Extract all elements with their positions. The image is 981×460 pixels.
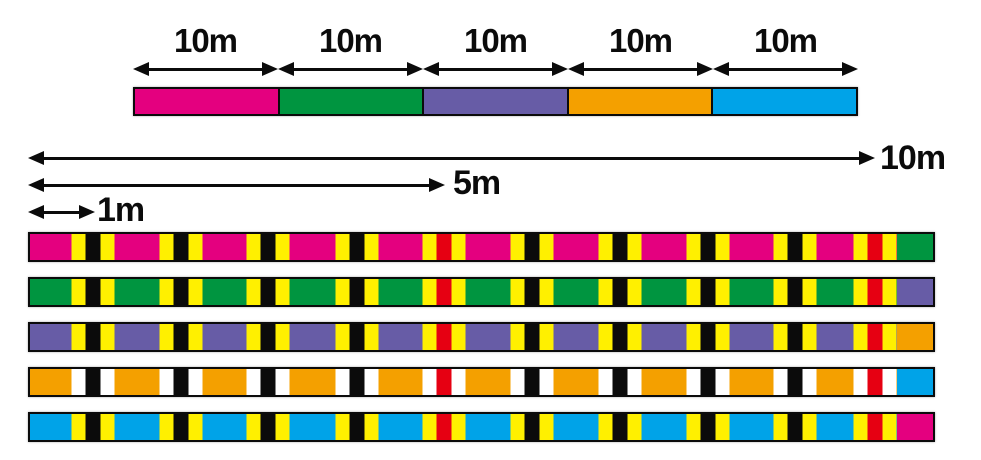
dimension-arrow-icon: [568, 62, 713, 76]
legend-section-5: 10m: [713, 22, 858, 76]
legend-segment-4: [566, 89, 712, 114]
dimension-arrow-icon: [713, 62, 858, 76]
marked-line-bar-3: [28, 322, 935, 352]
legend-segment-5: [711, 89, 856, 114]
legend-section-label: 10m: [463, 22, 528, 59]
legend-section-label: 10m: [173, 22, 238, 59]
arrow-shaft: [291, 67, 410, 71]
arrow-shaft: [41, 183, 432, 187]
scale-arrow-10m-icon: [28, 151, 875, 165]
legend-segment-1: [135, 89, 278, 114]
marked-line-bar-4: [28, 367, 935, 397]
legend-section-label: 10m: [753, 22, 818, 59]
legend-section-label: 10m: [608, 22, 673, 59]
legend-segment-3: [422, 89, 567, 114]
legend-section-3: 10m: [423, 22, 568, 76]
arrow-shaft: [581, 67, 700, 71]
dimension-arrow-icon: [133, 62, 278, 76]
marked-line-bar-2: [28, 277, 935, 307]
arrow-shaft: [146, 67, 265, 71]
arrow-shaft: [726, 67, 845, 71]
legend-segment-2: [277, 89, 423, 114]
scale-label-10m: 10m: [880, 139, 946, 177]
legend-section-label: 10m: [318, 22, 383, 59]
scale-arrow-5m-icon: [28, 178, 445, 192]
legend-section-4: 10m: [568, 22, 713, 76]
marked-line-bar-1: [28, 232, 935, 262]
arrow-shaft: [436, 67, 555, 71]
legend-sections: 10m 10m 10m 10m 10m: [133, 22, 858, 76]
legend-section-2: 10m: [278, 22, 423, 76]
dimension-arrow-icon: [423, 62, 568, 76]
dimension-arrow-icon: [278, 62, 423, 76]
legend-section-1: 10m: [133, 22, 278, 76]
scale-label-1m: 1m: [97, 191, 145, 229]
arrow-shaft: [41, 156, 862, 160]
legend-color-bar: [133, 87, 858, 116]
arrow-shaft: [41, 210, 82, 214]
scale-label-5m: 5m: [453, 164, 501, 202]
scale-arrow-1m-icon: [28, 205, 95, 219]
marked-line-bar-5: [28, 412, 935, 442]
